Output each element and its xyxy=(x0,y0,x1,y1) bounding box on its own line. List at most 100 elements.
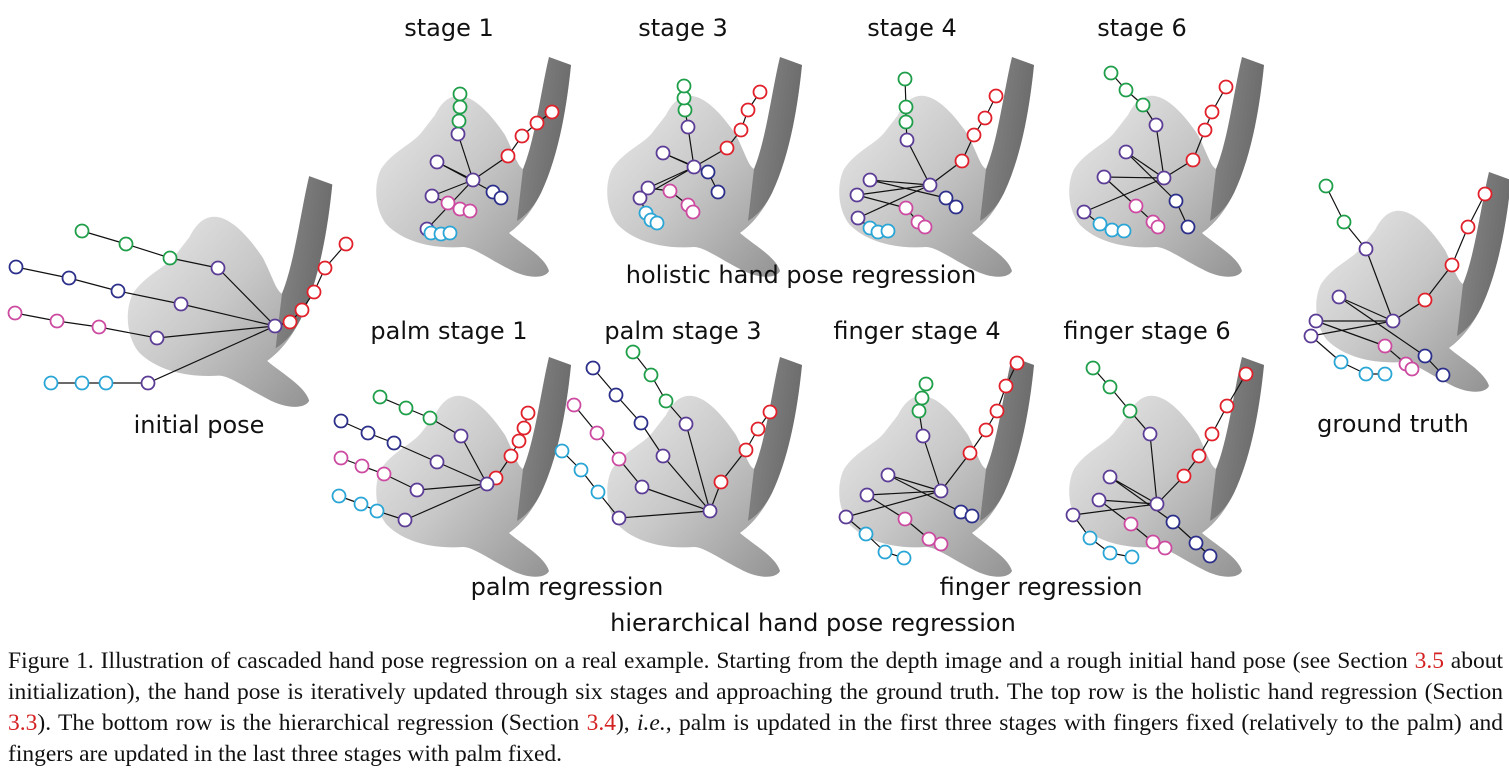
bone-middle xyxy=(1338,296,1394,322)
bone-ring xyxy=(416,483,488,491)
skeleton-joints xyxy=(7,223,354,391)
thumb-joint xyxy=(500,148,516,164)
little-joint xyxy=(43,375,59,391)
index-joint xyxy=(210,260,226,276)
finger-stage-4-label: finger stage 4 xyxy=(833,317,1000,345)
index-joint xyxy=(1336,214,1352,230)
thumb-joint xyxy=(317,260,333,276)
middle-joint xyxy=(333,413,349,429)
caption-ref-section-3-3[interactable]: 3.3 xyxy=(8,710,38,736)
middle-joint xyxy=(608,387,624,403)
bone-middle xyxy=(117,290,182,305)
ring-joint xyxy=(849,187,865,203)
wrist-joint xyxy=(702,503,718,519)
bone-middle xyxy=(1125,151,1165,179)
bone-middle xyxy=(68,277,119,292)
middle-joint xyxy=(429,454,445,470)
thumb-joint xyxy=(1219,398,1235,414)
little-joint xyxy=(554,443,570,459)
middle-joint xyxy=(938,190,954,206)
index-joint xyxy=(677,102,693,118)
thumb-joint xyxy=(1185,152,1201,168)
middle-joint xyxy=(360,425,376,441)
bone-ring xyxy=(856,194,907,209)
bone-middle xyxy=(662,455,711,512)
index-joint xyxy=(1103,65,1119,81)
index-joint xyxy=(911,403,927,419)
index-joint xyxy=(372,389,388,405)
ring-joint xyxy=(440,195,456,211)
ring-joint xyxy=(7,305,23,321)
thumb-joint xyxy=(1460,219,1476,235)
little-joint xyxy=(880,223,896,239)
thumb-joint xyxy=(1204,104,1220,120)
palm-stage-1-label: palm stage 1 xyxy=(370,317,527,345)
index-joint xyxy=(897,71,913,87)
ring-joint xyxy=(462,203,478,219)
middle-joint xyxy=(1102,469,1118,485)
thumb-joint xyxy=(1444,257,1460,273)
bone-ring xyxy=(647,166,695,189)
bone-little xyxy=(845,490,942,518)
thumb-joint xyxy=(733,122,749,138)
bone-little xyxy=(618,510,711,519)
ring-joint xyxy=(1157,540,1173,556)
middle-joint xyxy=(110,283,126,299)
middle-joint xyxy=(1168,193,1184,209)
middle-joint xyxy=(948,199,964,215)
index-joint xyxy=(915,428,931,444)
middle-joint xyxy=(862,172,878,188)
thumb-joint xyxy=(1417,292,1433,308)
caption-ref-section-3-5[interactable]: 3.5 xyxy=(1414,648,1444,674)
thumb-joint xyxy=(1238,366,1254,382)
skeleton-joints xyxy=(849,71,1004,240)
skeleton-joints xyxy=(632,78,768,231)
ring-joint xyxy=(49,313,65,329)
thumb-joint xyxy=(1191,448,1207,464)
ring-joint xyxy=(1404,361,1420,377)
thumb-joint xyxy=(520,405,536,421)
ring-joint xyxy=(611,451,627,467)
stage-label-1: stage 1 xyxy=(404,14,494,42)
index-joint xyxy=(450,126,466,142)
figure-canvas: stage 1 stage 3 stage 4 stage 6 holistic… xyxy=(7,14,1509,637)
caption-ref-section-3-4[interactable]: 3.4 xyxy=(586,710,616,736)
stage-label-4: stage 4 xyxy=(867,14,957,42)
little-joint xyxy=(98,375,114,391)
caption-text-5: , palm is updated in the first three sta… xyxy=(8,710,1504,767)
skeleton-stage-3 xyxy=(632,78,768,231)
thumb-joint xyxy=(516,420,532,436)
middle-joint xyxy=(880,467,896,483)
little-joint xyxy=(1303,328,1319,344)
thumb-joint xyxy=(294,302,310,318)
wrist-joint xyxy=(267,318,283,334)
skeleton-joints xyxy=(419,86,560,242)
bone-middle xyxy=(869,179,947,199)
little-joint xyxy=(331,488,347,504)
ground-truth-label: ground truth xyxy=(1317,410,1469,438)
little-joint xyxy=(850,210,866,226)
wrist-joint xyxy=(1385,313,1401,329)
ring-joint xyxy=(640,180,656,196)
thumb-joint xyxy=(719,140,735,156)
thumb-joint xyxy=(740,102,756,118)
thumb-joint xyxy=(989,403,1005,419)
thumb-joint xyxy=(978,422,994,438)
bone-index xyxy=(169,257,219,269)
thumb-joint xyxy=(529,115,545,131)
index-joint xyxy=(453,428,469,444)
middle-joint xyxy=(633,415,649,431)
little-joint xyxy=(1377,366,1393,382)
ring-joint xyxy=(149,330,165,346)
little-joint xyxy=(573,462,589,478)
ring-joint xyxy=(921,531,937,547)
skeleton-joints xyxy=(554,344,778,526)
index-joint xyxy=(1118,82,1134,98)
thumb-joint xyxy=(511,433,527,449)
skeleton-initial xyxy=(7,223,354,391)
stage-label-3: stage 3 xyxy=(638,14,728,42)
bone-middle xyxy=(393,442,438,463)
thumb-joint xyxy=(1009,355,1025,371)
bone-ring xyxy=(1098,499,1158,505)
bone-index xyxy=(906,139,931,186)
